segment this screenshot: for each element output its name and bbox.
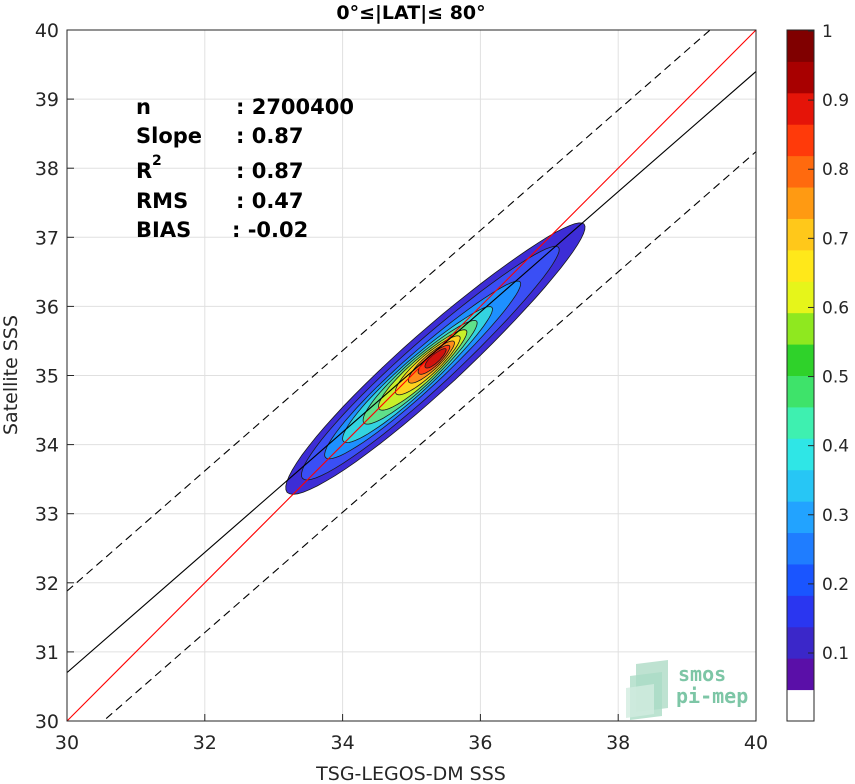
colorbar-segment	[787, 124, 814, 157]
y-tick-label: 35	[35, 366, 59, 388]
colorbar-tick-label: 0.6	[822, 298, 849, 318]
colorbar-tick-label: 0.3	[822, 506, 849, 526]
y-tick-label: 37	[35, 227, 59, 249]
colorbar-segment	[787, 155, 814, 188]
colorbar-tick-label: 1	[822, 22, 833, 42]
colorbar-segment	[787, 469, 814, 502]
stat-bias-label: BIAS	[136, 218, 191, 242]
colorbar-tick-label: 0.8	[822, 160, 849, 180]
stats-box: n : 2700400 Slope : 0.87 R 2 : 0.87 RMS …	[136, 95, 354, 242]
colorbar-tick-label: 0.2	[822, 575, 849, 595]
stat-r2-label: R	[136, 159, 152, 183]
y-tick-label: 39	[35, 89, 59, 111]
colorbar-segment	[787, 689, 814, 722]
fit-line	[67, 71, 756, 674]
colorbar-segment	[787, 92, 814, 125]
logo-text-smos: smos	[678, 662, 726, 686]
logo-mark-icon	[626, 660, 668, 720]
x-tick-label: 30	[55, 732, 79, 754]
stat-r2-value: : 0.87	[236, 159, 304, 183]
stat-slope-label: Slope	[136, 124, 202, 148]
colorbar-segment	[787, 312, 814, 345]
upper-line	[67, 30, 711, 592]
y-tick-label: 32	[35, 573, 59, 595]
stat-bias-value: : -0.02	[232, 218, 308, 242]
colorbar-segment	[787, 438, 814, 471]
y-tick-label: 31	[35, 642, 59, 664]
colorbar-segment	[787, 406, 814, 439]
y-tick-label: 33	[35, 504, 59, 526]
colorbar-segment	[787, 532, 814, 565]
colorbar-segment	[787, 375, 814, 408]
colorbar-frame	[786, 29, 815, 722]
y-axis-ticks: 30 31 32 33 34 35 36 37 38 39 40	[35, 20, 74, 733]
colorbar-segment	[787, 61, 814, 94]
stat-n-value: : 2700400	[236, 95, 354, 119]
colorbar-segment	[787, 344, 814, 376]
colorbar-tick-label: 0.5	[822, 368, 849, 388]
colorbar-segment	[787, 249, 814, 282]
colorbar-segment	[787, 30, 814, 62]
logo-text-pi-mep: pi-mep	[676, 684, 748, 708]
y-tick-label: 30	[35, 711, 59, 733]
y-axis-label: Satellite SSS	[0, 315, 22, 435]
x-tick-label: 36	[468, 732, 492, 754]
colorbar-segment	[787, 187, 814, 219]
x-tick-label: 32	[193, 732, 217, 754]
colorbar-segment	[787, 595, 814, 628]
y-tick-label: 38	[35, 158, 59, 180]
identity-line	[67, 30, 756, 721]
y-tick-label: 36	[35, 296, 59, 318]
colorbar-segment	[787, 563, 814, 596]
smos-pi-mep-logo: smos pi-mep	[626, 660, 748, 720]
x-axis-ticks: 30 32 34 36 38 40	[55, 714, 768, 754]
regression-lines	[67, 30, 756, 721]
y-tick-label: 34	[35, 435, 59, 457]
stat-rms-label: RMS	[136, 189, 188, 213]
colorbar-segment	[787, 501, 814, 534]
y-tick-label: 40	[35, 20, 59, 42]
lower-line	[102, 151, 756, 721]
stat-r2-sup: 2	[152, 153, 162, 169]
chart-title: 0°≤|LAT|≤ 80°	[336, 2, 485, 24]
colorbar-tick-label: 0.9	[822, 91, 849, 111]
colorbar-segment	[787, 658, 814, 691]
colorbar-segment	[787, 281, 814, 314]
x-tick-label: 40	[744, 732, 768, 754]
colorbar-tick-label: 0.4	[822, 437, 849, 457]
x-axis-label: TSG-LEGOS-DM SSS	[315, 763, 506, 784]
density-contour-level	[424, 348, 447, 369]
colorbar-tick-label: 0.1	[822, 644, 849, 664]
x-tick-label: 34	[331, 732, 355, 754]
stat-rms-value: : 0.47	[236, 189, 304, 213]
stat-n-label: n	[136, 95, 151, 119]
stat-slope-value: : 0.87	[236, 124, 304, 148]
colorbar-tick-label: 0.7	[822, 229, 849, 249]
colorbar-segment	[787, 626, 814, 659]
colorbar-segment	[787, 218, 814, 251]
colorbar: 0.1 0.2 0.3 0.4 0.5 0.6 0.7 0.8 0.9 1	[786, 22, 849, 722]
x-tick-label: 38	[606, 732, 630, 754]
